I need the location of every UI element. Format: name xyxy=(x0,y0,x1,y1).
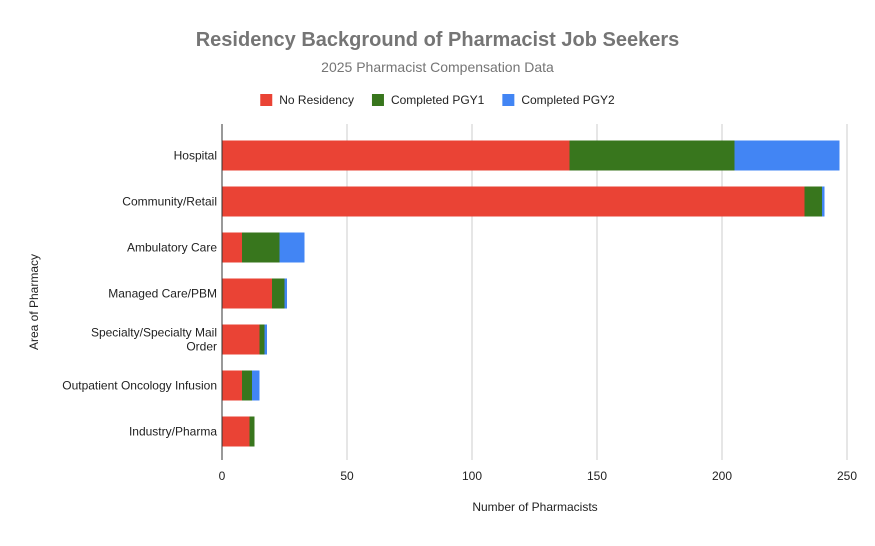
bar-completed-pgy2-community-retail xyxy=(822,186,825,217)
bar-no-residency-outpatient-oncology-infusion xyxy=(222,370,242,401)
category-label: Hospital xyxy=(174,149,217,163)
category-label-line: Outpatient Oncology Infusion xyxy=(62,379,217,393)
bar-completed-pgy1-hospital xyxy=(569,140,735,171)
category-label: Managed Care/PBM xyxy=(108,287,217,301)
bar-completed-pgy1-ambulatory-care xyxy=(242,232,280,263)
x-tick-label: 0 xyxy=(219,469,226,483)
bar-completed-pgy2-outpatient-oncology-infusion xyxy=(252,370,260,401)
bar-completed-pgy2-ambulatory-care xyxy=(279,232,305,263)
bars xyxy=(221,124,840,460)
legend-item: No Residency xyxy=(260,93,354,107)
category-label: Outpatient Oncology Infusion xyxy=(62,379,217,393)
y-axis-labels: Hospital Community/Retail Ambulatory Care M… xyxy=(62,149,217,439)
bar-completed-pgy2-hospital xyxy=(734,140,840,171)
legend-swatch xyxy=(371,94,384,106)
category-label-line: Community/Retail xyxy=(122,195,217,209)
bar-no-residency-managed-care-pbm xyxy=(222,278,272,309)
bar-no-residency-ambulatory-care xyxy=(222,232,242,263)
legend-item: Completed PGY2 xyxy=(502,93,615,107)
bar-no-residency-specialty-specialty-mail-order xyxy=(222,324,260,355)
x-tick-label: 100 xyxy=(462,469,482,483)
category-label-line: Order xyxy=(186,340,217,354)
category-label-line: Ambulatory Care xyxy=(127,241,217,255)
bar-completed-pgy2-specialty-specialty-mail-order xyxy=(264,324,267,355)
category-label-line: Industry/Pharma xyxy=(129,425,217,439)
gridlines xyxy=(346,124,848,460)
legend-label: No Residency xyxy=(279,93,354,107)
x-axis-labels: 0 50 100 150 200 250 xyxy=(219,469,858,483)
chart-subtitle: 2025 Pharmacist Compensation Data xyxy=(321,59,554,75)
x-tick-label: 50 xyxy=(340,469,354,483)
legend-swatch xyxy=(260,94,273,106)
y-axis-title: Area of Pharmacy xyxy=(27,254,41,350)
bar-completed-pgy2-managed-care-pbm xyxy=(284,278,287,309)
category-label-line: Specialty/Specialty Mail xyxy=(91,326,217,340)
category-label-line: Hospital xyxy=(174,149,217,163)
category-label: Specialty/Specialty Mail Order xyxy=(91,326,217,354)
legend-swatch xyxy=(502,94,515,106)
bar-no-residency-community-retail xyxy=(222,186,805,217)
category-label: Industry/Pharma xyxy=(129,425,217,439)
legend-label: Completed PGY1 xyxy=(391,93,485,107)
bar-completed-pgy1-community-retail xyxy=(804,186,822,217)
bar-no-residency-industry-pharma xyxy=(222,416,250,447)
bar-completed-pgy1-industry-pharma xyxy=(249,416,255,447)
category-label-line: Managed Care/PBM xyxy=(108,287,217,301)
x-tick-label: 150 xyxy=(587,469,607,483)
category-label: Community/Retail xyxy=(122,195,217,209)
x-tick-label: 250 xyxy=(837,469,857,483)
bar-completed-pgy1-managed-care-pbm xyxy=(272,278,285,309)
bar-completed-pgy1-outpatient-oncology-infusion xyxy=(242,370,252,401)
x-axis-title: Number of Pharmacists xyxy=(472,500,597,514)
bar-no-residency-hospital xyxy=(222,140,570,171)
legend-label: Completed PGY2 xyxy=(521,93,615,107)
legend-item: Completed PGY1 xyxy=(371,93,485,107)
x-tick-label: 200 xyxy=(712,469,732,483)
category-label: Ambulatory Care xyxy=(127,241,217,255)
bar-completed-pgy1-specialty-specialty-mail-order xyxy=(259,324,265,355)
legend: No Residency Completed PGY1 Completed PGY2 xyxy=(260,93,615,107)
chart-title: Residency Background of Pharmacist Job S… xyxy=(196,29,680,51)
